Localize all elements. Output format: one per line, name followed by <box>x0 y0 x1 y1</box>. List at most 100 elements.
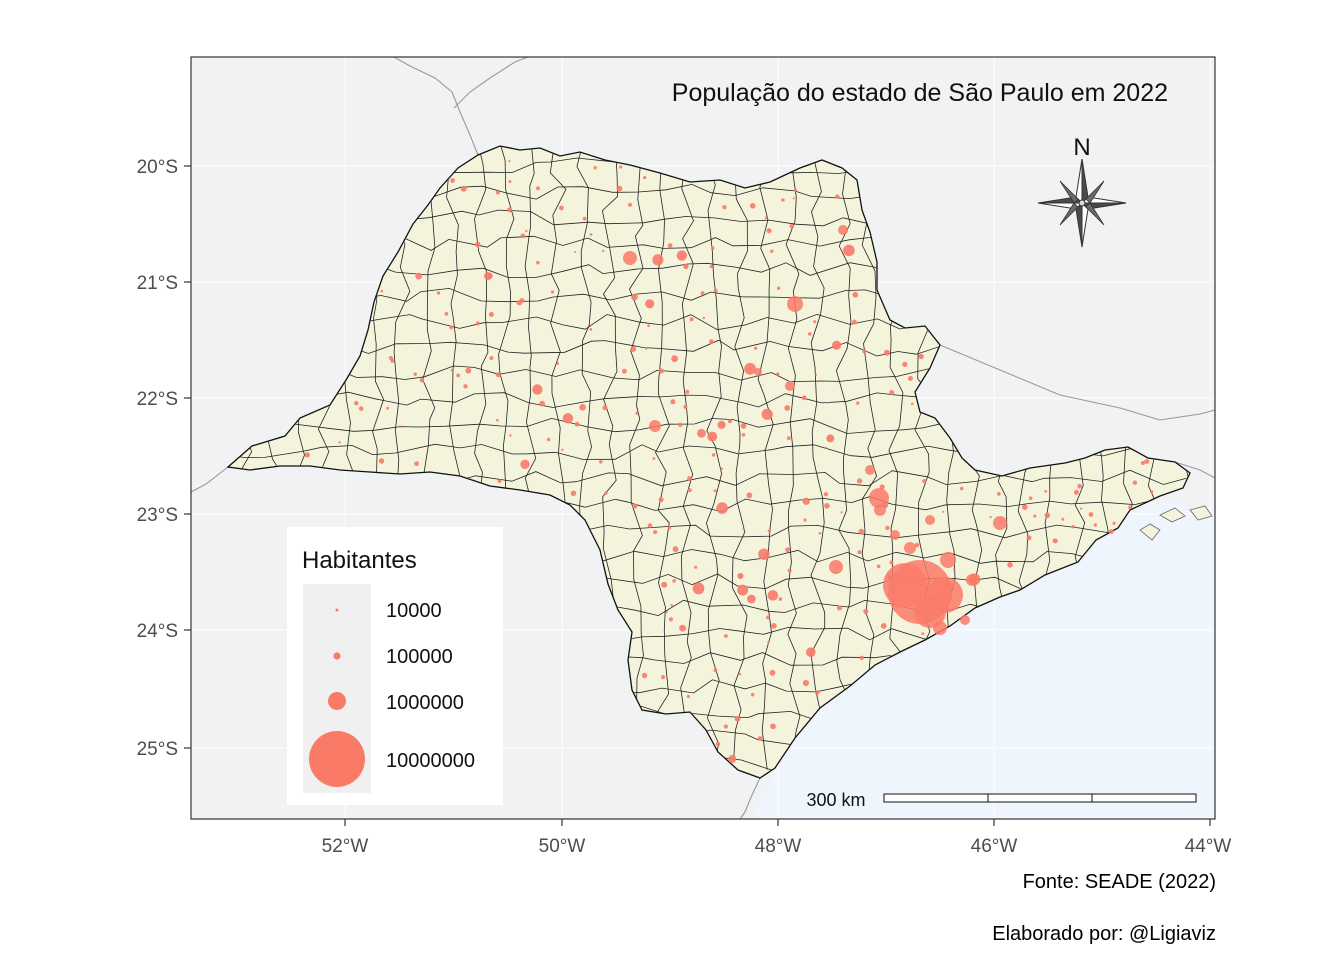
population-bubble <box>1052 538 1058 544</box>
y-tick-label: 20°S <box>137 157 178 178</box>
population-bubble <box>902 361 908 367</box>
population-bubble <box>770 723 776 730</box>
population-bubble <box>697 428 706 438</box>
population-bubble <box>856 478 863 484</box>
population-bubbles <box>304 160 1154 763</box>
population-bubble <box>823 492 829 497</box>
population-bubble <box>579 404 586 411</box>
population-bubble <box>1128 505 1132 510</box>
municipality-border <box>731 146 748 758</box>
population-bubble <box>874 504 886 516</box>
population-bubble <box>803 518 807 522</box>
population-bubble <box>1028 496 1033 501</box>
municipality-border <box>861 146 878 770</box>
legend-label-10000000: 10000000 <box>386 750 475 772</box>
north-label: N <box>1073 134 1090 161</box>
population-bubble <box>683 263 689 270</box>
population-bubble <box>737 584 749 596</box>
population-bubble <box>619 165 623 169</box>
population-bubble <box>465 367 472 374</box>
population-bubble <box>667 526 672 530</box>
population-bubble <box>709 339 714 345</box>
population-bubble <box>561 448 564 451</box>
population-bubble <box>710 246 715 250</box>
population-bubble <box>869 488 889 508</box>
population-bubble <box>632 503 638 509</box>
population-bubble <box>746 492 753 499</box>
population-bubble <box>856 401 860 405</box>
population-bubble <box>832 340 842 350</box>
x-tick-label: 44°W <box>1185 836 1232 857</box>
population-bubble <box>1061 517 1065 521</box>
population-bubble <box>942 510 945 513</box>
population-bubble <box>713 489 717 493</box>
population-bubble <box>535 186 541 191</box>
population-bubble <box>658 497 664 503</box>
population-bubble <box>722 205 727 210</box>
population-bubble <box>769 669 776 676</box>
population-bubble <box>1007 562 1013 568</box>
population-bubble <box>665 610 668 614</box>
population-bubble <box>419 378 425 383</box>
population-bubble <box>694 565 698 569</box>
population-bubble <box>413 372 417 376</box>
population-bubble <box>757 736 763 741</box>
population-bubble <box>770 249 774 253</box>
municipality-border <box>835 147 852 764</box>
population-bubble <box>450 369 453 372</box>
population-bubble <box>835 194 840 199</box>
population-bubble <box>1073 489 1079 495</box>
population-bubble <box>1144 459 1150 464</box>
population-bubble <box>1033 514 1037 518</box>
population-bubble <box>776 372 780 376</box>
population-bubble <box>922 479 927 484</box>
legend-symbol-1000000 <box>328 692 346 710</box>
population-bubble <box>687 488 692 493</box>
population-bubble <box>532 384 543 395</box>
population-bubble <box>826 401 829 404</box>
municipality-border <box>680 146 694 766</box>
population-bubble <box>764 216 768 219</box>
ocean <box>752 500 1215 819</box>
population-bubble <box>649 420 661 432</box>
population-bubble <box>911 402 914 406</box>
population-bubble <box>386 406 390 410</box>
population-bubble <box>602 249 605 253</box>
population-bubble <box>508 160 511 163</box>
legend-label-10000: 10000 <box>386 600 442 622</box>
population-bubble <box>652 254 664 266</box>
population-bubble <box>778 597 783 601</box>
x-tick-label: 50°W <box>539 836 586 857</box>
population-bubble <box>574 251 576 254</box>
population-bubble <box>802 497 810 505</box>
population-bubble <box>776 286 781 290</box>
population-bubble <box>889 390 895 395</box>
population-bubble <box>670 399 676 405</box>
population-bubble <box>449 325 454 330</box>
population-bubble <box>668 617 674 622</box>
population-bubble <box>354 401 359 406</box>
population-bubble <box>574 421 580 427</box>
population-bubble <box>643 176 647 180</box>
population-bubble <box>717 420 726 429</box>
population-bubble <box>358 406 364 411</box>
population-bubble <box>754 346 758 350</box>
population-bubble <box>520 233 526 239</box>
panel-border <box>190 56 1216 820</box>
population-bubble <box>767 529 772 533</box>
population-bubble <box>738 672 742 676</box>
coastal-islands <box>1139 505 1213 541</box>
population-bubble <box>838 225 848 235</box>
population-bubble <box>918 353 924 360</box>
population-bubble <box>737 451 741 454</box>
population-bubble <box>456 373 461 378</box>
population-bubble <box>616 185 623 192</box>
population-bubble <box>806 647 816 657</box>
population-bubble <box>630 346 637 352</box>
population-bubble <box>825 446 828 449</box>
population-bubble <box>914 542 920 548</box>
legend-symbol-100000 <box>333 652 341 660</box>
population-bubble <box>670 604 673 607</box>
population-bubble <box>890 530 900 540</box>
population-bubble <box>865 465 875 475</box>
